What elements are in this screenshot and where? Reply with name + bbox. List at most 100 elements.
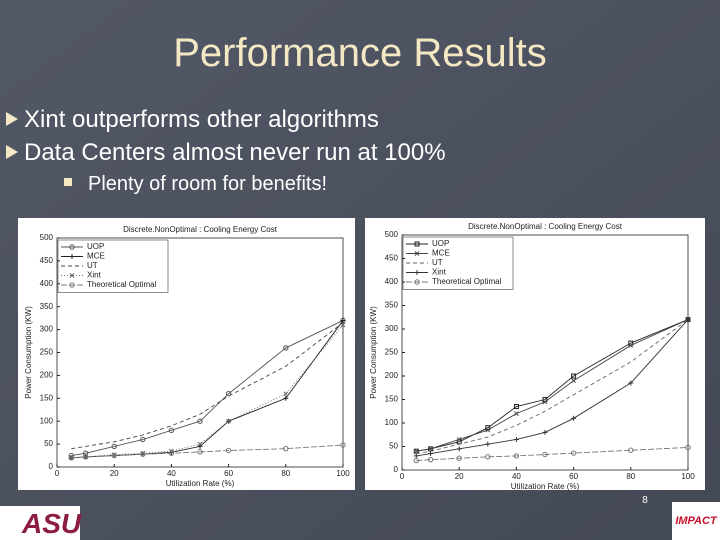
legend-label: Theoretical Optimal (87, 280, 157, 289)
legend-marker (69, 244, 75, 250)
marker (111, 443, 117, 450)
logo-box (0, 506, 80, 540)
y-tick-label: 500 (385, 230, 399, 239)
series-line (416, 319, 689, 452)
marker (82, 454, 89, 460)
x-tick-label: 80 (281, 469, 290, 478)
marker (427, 456, 434, 463)
marker (413, 457, 419, 464)
marker (628, 343, 634, 348)
legend-frame (57, 239, 169, 293)
x-tick-label: 60 (224, 469, 233, 478)
y-tick-label: 250 (385, 348, 399, 357)
y-tick-label: 300 (40, 325, 54, 334)
y-tick-label: 500 (40, 233, 54, 242)
x-tick-label: 0 (55, 469, 60, 478)
legend-marker (69, 254, 75, 259)
x-tick-label: 20 (110, 469, 119, 478)
y-tick-label: 0 (49, 462, 54, 471)
marker (197, 449, 203, 455)
x-axis-label: Utilization Rate (%) (511, 482, 580, 491)
logo-left: ASU (21, 508, 82, 539)
marker (513, 404, 519, 410)
marker (283, 445, 289, 452)
y-tick-label: 450 (385, 254, 399, 263)
legend-label: Xint (87, 271, 102, 280)
y-axis-label: Power Consumption (KW) (24, 306, 33, 399)
bullet-arrow (6, 145, 18, 159)
marker (225, 447, 232, 454)
marker (571, 373, 577, 379)
y-tick-label: 150 (385, 395, 399, 404)
legend-marker (414, 251, 420, 256)
marker (111, 452, 117, 459)
x-tick-label: 80 (626, 472, 635, 481)
legend-label: UOP (87, 242, 104, 251)
y-tick-label: 50 (44, 439, 53, 448)
x-tick-label: 40 (512, 472, 521, 481)
marker (685, 317, 691, 323)
marker (628, 447, 634, 453)
y-axis-label: Power Consumption (KW) (369, 306, 378, 399)
plots: Discrete.NonOptimal : Cooling Energy Cos… (24, 222, 695, 491)
series-line (416, 319, 689, 454)
marker (485, 427, 491, 433)
series-line (416, 446, 689, 462)
sub-bullet: Plenty of room for benefits! (88, 173, 327, 195)
marker (571, 378, 576, 384)
y-tick-label: 100 (40, 416, 54, 425)
marker (542, 399, 548, 405)
legend-label: UT (87, 261, 98, 270)
legend-label: UOP (432, 239, 449, 248)
marker (570, 450, 577, 456)
legend-marker (414, 270, 420, 275)
marker (340, 442, 346, 448)
marker (197, 418, 203, 424)
bullet: Data Centers almost never run at 100% (24, 139, 446, 166)
y-tick-label: 50 (389, 442, 398, 451)
marker (428, 451, 434, 457)
marker (413, 448, 419, 454)
legend-label: MCE (87, 252, 105, 261)
y-tick-label: 450 (40, 256, 54, 265)
legend-marker (69, 273, 75, 278)
marker (413, 453, 419, 459)
legend-label: MCE (432, 249, 450, 258)
marker (456, 455, 462, 461)
x-tick-label: 20 (455, 472, 464, 481)
legend-marker (69, 282, 75, 288)
chart-title: Discrete.NonOptimal : Cooling Energy Cos… (123, 225, 278, 234)
marker (226, 418, 231, 424)
legend-label: Xint (432, 268, 447, 277)
marker (685, 444, 691, 451)
marker (485, 454, 491, 460)
y-tick-label: 100 (385, 418, 399, 427)
chart-title: Discrete.NonOptimal : Cooling Energy Cos… (468, 222, 623, 231)
marker (513, 436, 519, 442)
x-tick-label: 0 (400, 472, 405, 481)
y-tick-label: 250 (40, 348, 54, 357)
marker (628, 380, 634, 386)
legend-label: Theoretical Optimal (432, 277, 502, 286)
marker (571, 415, 577, 421)
x-tick-label: 100 (681, 472, 695, 481)
legend-label: UT (432, 258, 443, 267)
y-tick-label: 200 (385, 371, 399, 380)
legend-marker (414, 279, 420, 285)
marker (283, 395, 289, 401)
x-tick-label: 40 (167, 469, 176, 478)
y-tick-label: 0 (394, 465, 399, 474)
page-number: 8 (642, 495, 648, 506)
x-axis-label: Utilization Rate (%) (166, 479, 235, 488)
bullet: Xint outperforms other algorithms (24, 106, 379, 133)
marker (542, 429, 548, 435)
marker (168, 427, 175, 434)
legend-frame (402, 236, 514, 290)
marker (340, 317, 346, 323)
marker (513, 453, 520, 459)
marker (340, 322, 346, 328)
marker (542, 451, 548, 458)
series-line (71, 444, 344, 459)
x-tick-label: 60 (569, 472, 578, 481)
